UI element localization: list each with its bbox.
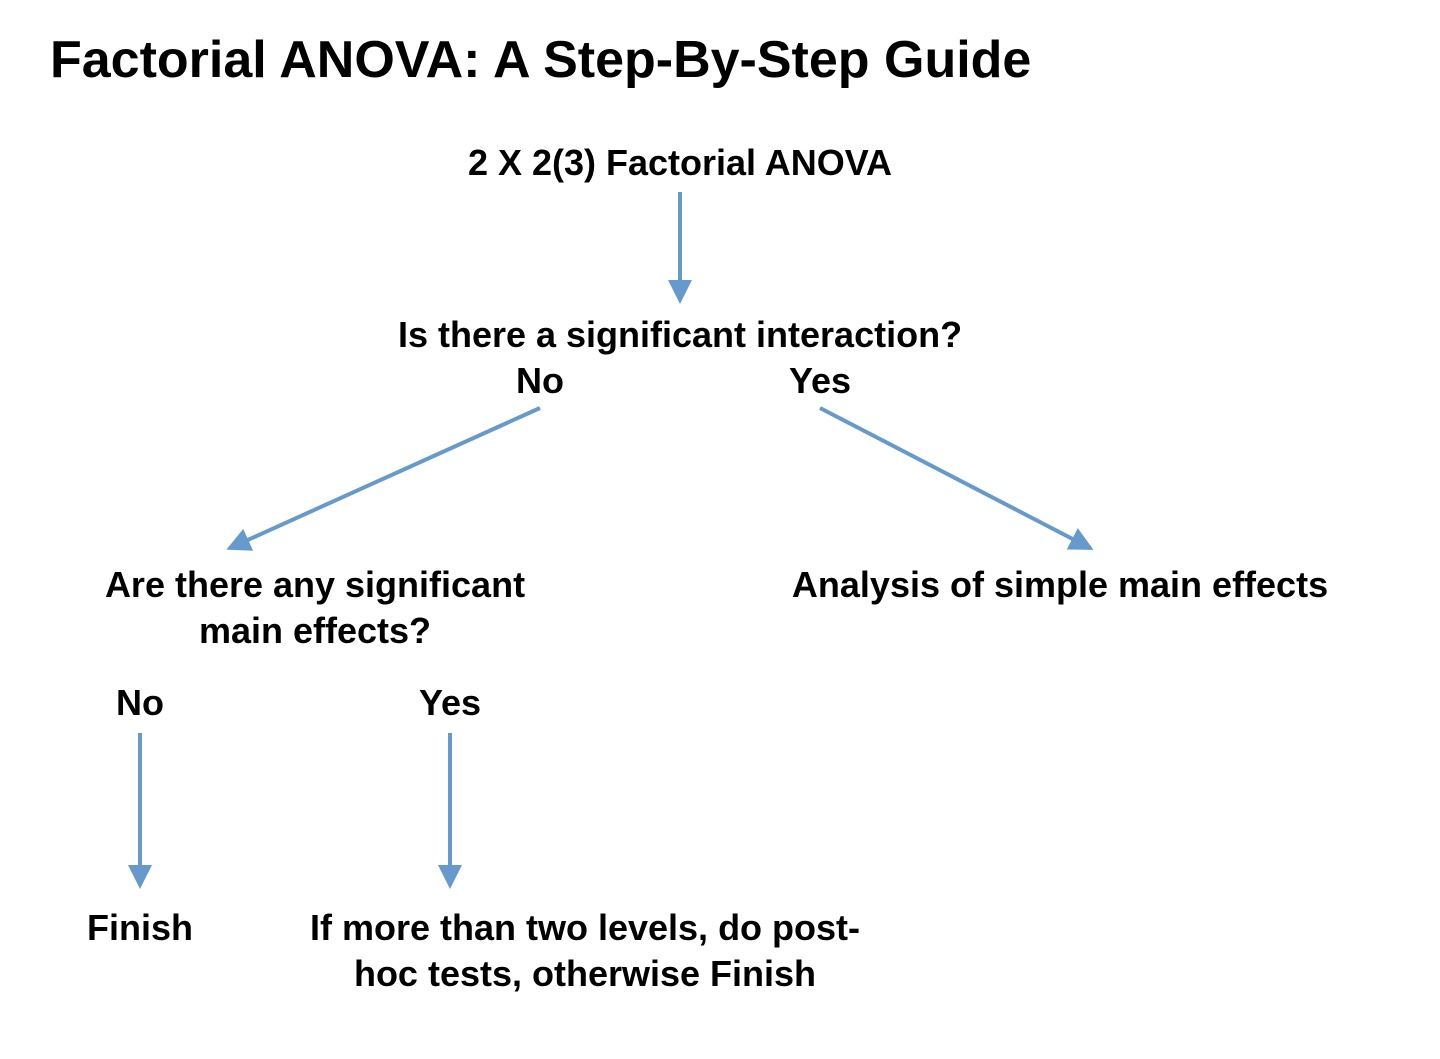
branch-label-no-2: No xyxy=(90,680,190,725)
start-node: 2 X 2(3) Factorial ANOVA xyxy=(370,140,990,185)
finish-node: Finish xyxy=(50,905,230,950)
branch-label-yes-1: Yes xyxy=(770,358,870,403)
flowchart-container: Factorial ANOVA: A Step-By-Step Guide 2 … xyxy=(0,0,1440,1059)
question-maineffects-l2: main effects? xyxy=(35,608,595,653)
question-interaction: Is there a significant interaction? xyxy=(320,312,1040,357)
posthoc-node-l1: If more than two levels, do post- xyxy=(225,905,945,950)
branch-label-no-1: No xyxy=(490,358,590,403)
question-maineffects-l1: Are there any significant xyxy=(35,562,595,607)
branch-label-yes-2: Yes xyxy=(400,680,500,725)
simple-effects-node: Analysis of simple main effects xyxy=(700,562,1420,607)
edge-no1-to-q_maineffects xyxy=(230,408,540,548)
edge-yes1-to-simple_effects xyxy=(820,408,1090,548)
posthoc-node-l2: hoc tests, otherwise Finish xyxy=(225,951,945,996)
title-text: Factorial ANOVA: A Step-By-Step Guide xyxy=(50,28,1250,93)
